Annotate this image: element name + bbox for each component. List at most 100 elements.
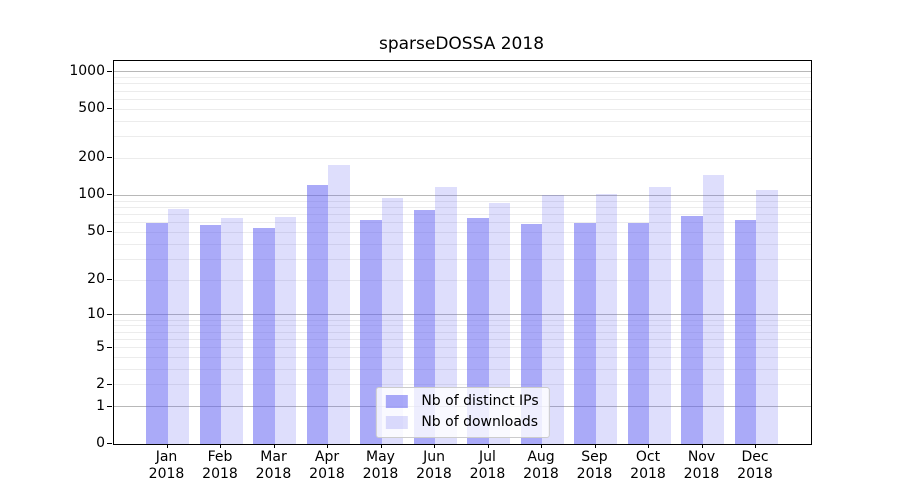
- legend-label-distinct-ips: Nb of distinct IPs: [421, 393, 539, 409]
- minor-gridline: [114, 279, 811, 281]
- bar-distinct-ips-oct: [627, 222, 649, 444]
- x-axis-tick-label: Jun 2018: [416, 449, 452, 482]
- minor-gridline: [114, 347, 811, 348]
- minor-gridline: [114, 368, 811, 370]
- chart-title: sparseDOSSA 2018: [378, 34, 545, 54]
- bar-downloads-apr: [328, 165, 350, 444]
- minor-gridline: [114, 325, 811, 327]
- major-gridline: [114, 194, 811, 196]
- bar-downloads-mar: [274, 216, 296, 444]
- bar-distinct-ips-nov: [681, 216, 703, 444]
- x-tick-mark: [755, 444, 756, 448]
- bar-downloads-sep: [595, 193, 617, 444]
- y-tick-mark: [107, 383, 112, 385]
- x-tick-mark: [166, 444, 168, 448]
- y-tick-mark: [107, 279, 112, 281]
- y-axis-tick-label: 100: [78, 186, 105, 203]
- bar-distinct-ips-sep: [574, 222, 596, 444]
- y-tick-mark: [107, 313, 112, 315]
- y-axis-tick-label: 5: [96, 338, 105, 355]
- y-tick-mark: [107, 405, 112, 407]
- x-tick-mark: [220, 444, 221, 448]
- major-gridline: [114, 314, 811, 316]
- legend-item-downloads: Nb of downloads: [385, 414, 538, 431]
- bar-distinct-ips-jan: [146, 222, 168, 444]
- x-axis-tick-label: Aug 2018: [523, 449, 559, 482]
- bar-distinct-ips-mar: [253, 228, 275, 444]
- x-axis-tick-label: Nov 2018: [683, 449, 720, 482]
- y-tick-mark: [107, 231, 112, 233]
- x-tick-mark: [380, 444, 382, 448]
- legend-item-distinct-ips: Nb of distinct IPs: [385, 393, 539, 410]
- y-tick-mark: [107, 194, 112, 196]
- plot-area: Nb of distinct IPs Nb of downloads: [113, 60, 812, 445]
- minor-gridline: [114, 213, 811, 215]
- minor-gridline: [114, 258, 811, 260]
- y-axis-tick-label: 500: [78, 100, 105, 117]
- minor-gridline: [114, 206, 811, 208]
- minor-gridline: [114, 338, 811, 340]
- y-axis-tick-label: 1000: [69, 62, 105, 79]
- x-axis-tick-label: Mar 2018: [255, 449, 292, 482]
- x-axis-tick-label: Oct 2018: [630, 449, 666, 482]
- legend-swatch-distinct-ips: [385, 395, 408, 408]
- x-tick-mark: [701, 444, 703, 448]
- minor-gridline: [114, 98, 811, 100]
- y-tick-mark: [107, 70, 112, 72]
- minor-gridline: [114, 120, 811, 122]
- y-axis-tick-label: 10: [87, 305, 105, 322]
- y-tick-mark: [107, 346, 112, 348]
- legend: Nb of distinct IPs Nb of downloads: [375, 387, 550, 438]
- bar-downloads-may: [381, 198, 403, 444]
- x-tick-mark: [541, 444, 542, 448]
- x-axis-tick-label: Jan 2018: [148, 449, 185, 482]
- bar-downloads-jul: [488, 202, 510, 444]
- y-tick-mark: [107, 157, 112, 159]
- minor-gridline: [114, 222, 811, 224]
- x-axis-tick-label: Feb 2018: [202, 449, 238, 482]
- legend-label-downloads: Nb of downloads: [421, 414, 539, 430]
- x-tick-mark: [327, 444, 328, 448]
- bar-distinct-ips-feb: [199, 225, 221, 444]
- x-tick-mark: [594, 444, 596, 448]
- x-axis-tick-label: Sep 2018: [576, 449, 613, 482]
- bar-distinct-ips-apr: [306, 184, 328, 444]
- bar-downloads-feb: [221, 217, 243, 444]
- x-axis-tick-label: May 2018: [362, 449, 399, 482]
- x-axis-tick-label: Dec 2018: [737, 449, 773, 482]
- bar-downloads-jan: [167, 208, 189, 444]
- bar-downloads-aug: [542, 195, 564, 444]
- y-axis-tick-label: 20: [87, 271, 105, 288]
- y-axis-tick-label: 50: [87, 223, 105, 240]
- minor-gridline: [114, 108, 811, 110]
- y-axis-tick-label: 200: [78, 149, 105, 166]
- minor-gridline: [114, 157, 811, 159]
- bar-downloads-dec: [756, 189, 778, 444]
- y-tick-mark: [107, 443, 112, 444]
- major-gridline: [114, 71, 811, 73]
- x-tick-mark: [434, 444, 435, 448]
- minor-gridline: [114, 200, 811, 202]
- bar-distinct-ips-dec: [734, 220, 756, 444]
- y-tick-mark: [107, 108, 112, 110]
- minor-gridline: [114, 77, 811, 79]
- bar-downloads-oct: [649, 186, 671, 444]
- minor-gridline: [114, 356, 811, 358]
- x-axis-tick-label: Apr 2018: [309, 449, 345, 482]
- bar-downloads-nov: [702, 174, 724, 444]
- y-axis-tick-label: 1: [96, 397, 105, 414]
- minor-gridline: [114, 331, 811, 333]
- y-axis-tick-label: 0: [96, 435, 105, 451]
- minor-gridline: [114, 319, 811, 321]
- x-tick-mark: [487, 444, 489, 448]
- bar-distinct-ips-jun: [413, 210, 435, 444]
- minor-gridline: [114, 384, 811, 386]
- minor-gridline: [114, 136, 811, 138]
- x-axis-tick-label: Jul 2018: [469, 449, 506, 482]
- minor-gridline: [114, 83, 811, 85]
- y-axis-tick-label: 2: [96, 375, 105, 392]
- minor-gridline: [114, 90, 811, 92]
- x-tick-mark: [273, 444, 275, 448]
- minor-gridline: [114, 243, 811, 245]
